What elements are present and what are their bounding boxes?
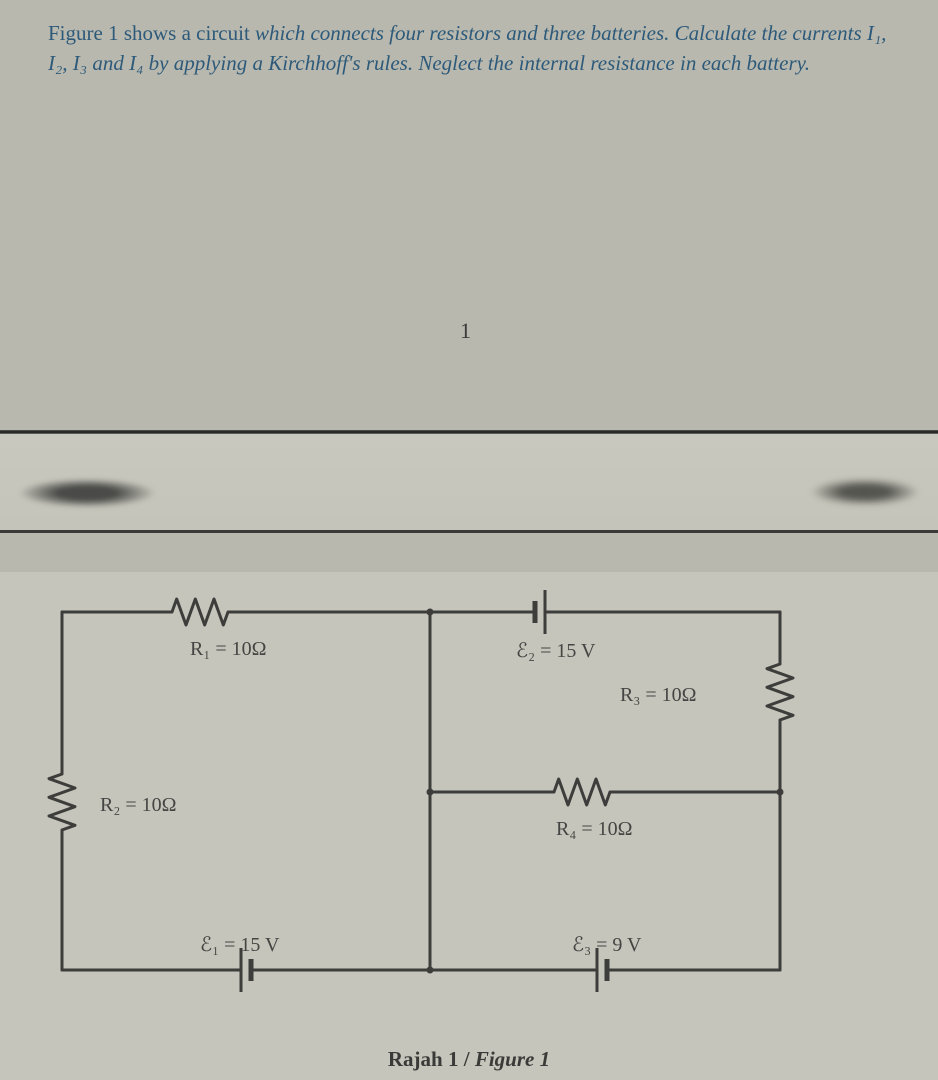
label-e3: ℰ₃ = 9 V [572, 932, 641, 957]
circuit-diagram: R₁ = 10Ω ℰ₂ = 15 V R₃ = 10Ω R₄ = 10Ω R₂ = 10… [0, 572, 938, 1080]
caption-normal: Rajah 1 / [388, 1047, 475, 1071]
page-number: 1 [460, 318, 471, 344]
label-r4: R₄ = 10Ω [556, 818, 632, 841]
divider-band-fill [0, 434, 938, 530]
smudge-left [18, 478, 156, 508]
figure-caption: Rajah 1 / Figure 1 [0, 1047, 938, 1072]
label-r3: R₃ = 10Ω [620, 684, 696, 707]
problem-statement: Figure 1 shows a circuit which connects … [0, 0, 938, 89]
label-e1: ℰ₁ = 15 V [200, 932, 279, 957]
label-r1: R₁ = 10Ω [190, 638, 266, 661]
caption-italic: Figure 1 [475, 1047, 550, 1071]
label-e2: ℰ₂ = 15 V [516, 638, 595, 663]
divider-band-bottom [0, 530, 938, 533]
problem-lead: Figure 1 shows a circuit [48, 21, 255, 45]
smudge-right [810, 478, 920, 506]
label-r2: R₂ = 10Ω [100, 794, 176, 817]
